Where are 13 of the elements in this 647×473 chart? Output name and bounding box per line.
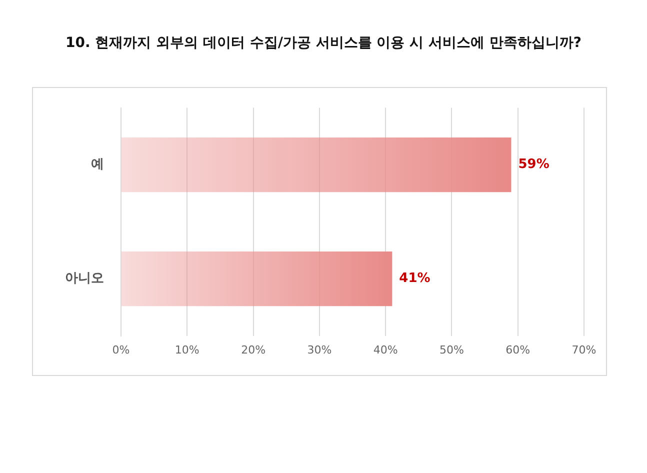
x-tick-label: 0% bbox=[112, 343, 130, 356]
data-label: 59% bbox=[518, 157, 550, 172]
x-tick-label: 60% bbox=[506, 343, 530, 356]
data-label: 41% bbox=[399, 271, 430, 286]
y-tick-label: 아니오 bbox=[65, 271, 104, 286]
x-tick-label: 40% bbox=[373, 343, 398, 356]
x-tick-label: 30% bbox=[307, 343, 332, 356]
y-tick-label: 예 bbox=[91, 157, 104, 172]
chart-title: 10. 현재까지 외부의 데이터 수집/가공 서비스를 이용 시 서비스에 만족하십니까? bbox=[64, 34, 582, 52]
x-tick-label: 20% bbox=[241, 343, 266, 356]
x-tick-label: 50% bbox=[439, 343, 464, 356]
x-tick-label: 10% bbox=[174, 343, 200, 356]
x-tick-label: 70% bbox=[572, 343, 596, 356]
